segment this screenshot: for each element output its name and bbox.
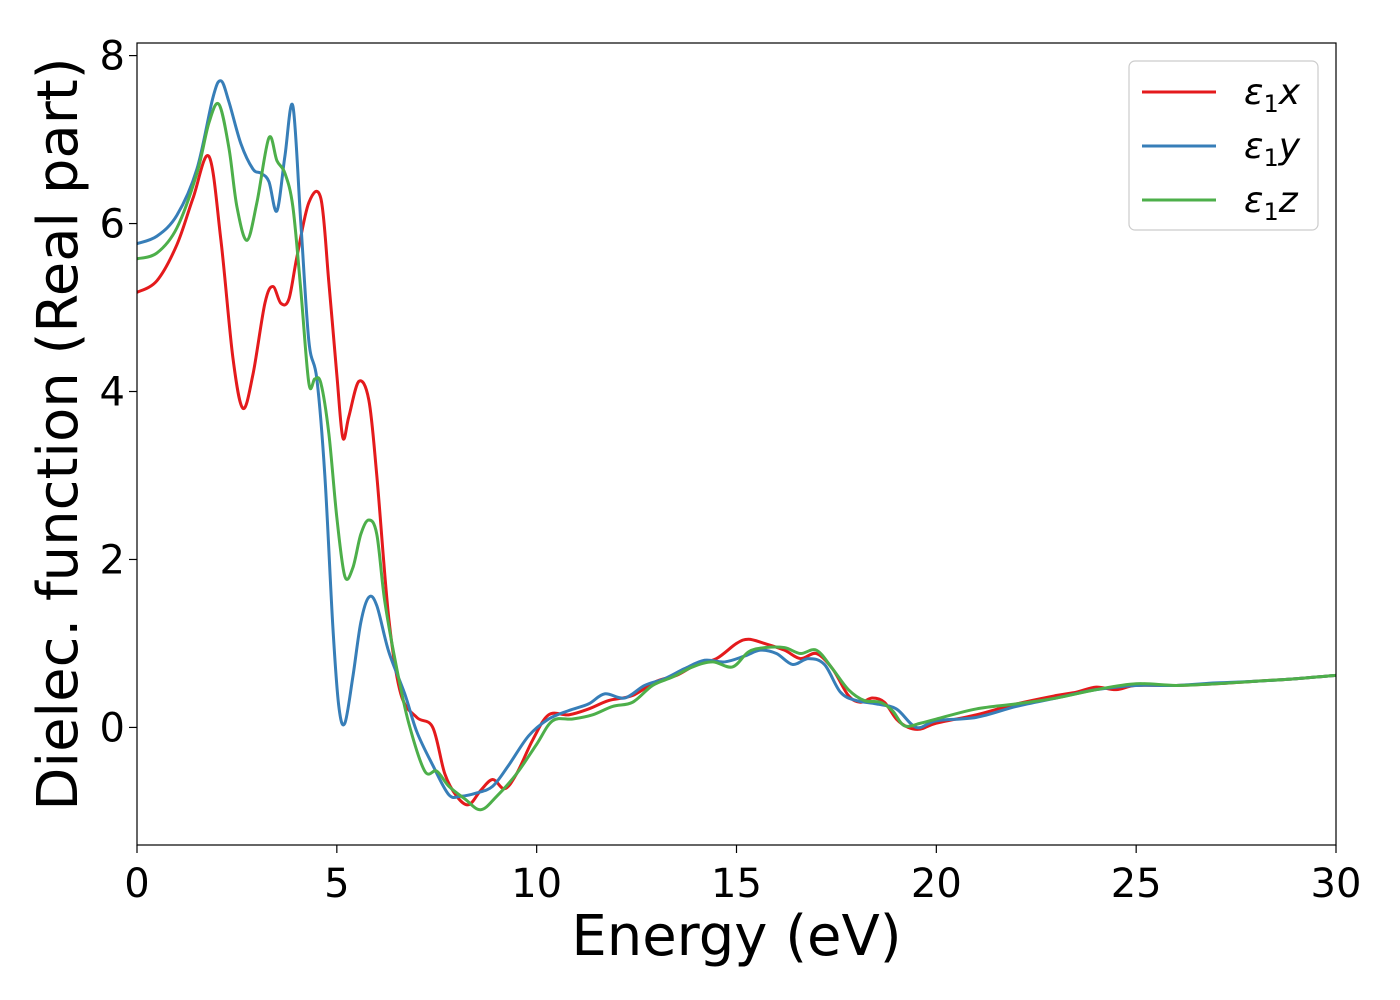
x-axis-title: Energy (eV) — [571, 904, 901, 969]
y-tick-label: 2 — [100, 537, 125, 583]
axes-layer: 0 5 10 15 20 25 30 0 2 4 6 8 — [100, 34, 1362, 907]
series-line-z — [137, 101, 1336, 812]
legend-label-x: ε1x — [1244, 72, 1301, 118]
x-tick-label: 20 — [911, 861, 962, 907]
legend: ε1x ε1y ε1z — [1128, 60, 1319, 231]
x-tick-label: 15 — [711, 861, 762, 907]
legend-frame — [1128, 60, 1319, 231]
y-tick-label: 6 — [100, 202, 125, 248]
x-tick-label: 0 — [124, 861, 149, 907]
x-tick-label: 30 — [1311, 861, 1362, 907]
series-layer — [137, 79, 1336, 812]
legend-label-y: ε1y — [1244, 126, 1301, 172]
y-axis-title: Dielec. function (Real part) — [26, 57, 91, 810]
x-tick-label: 5 — [324, 861, 349, 907]
x-tick-label: 25 — [1111, 861, 1162, 907]
y-tick-label: 0 — [100, 705, 125, 751]
series-line-x — [137, 154, 1336, 807]
y-tick-label: 8 — [100, 34, 125, 80]
legend-label-z: ε1z — [1244, 180, 1299, 226]
x-tick-label: 10 — [511, 861, 562, 907]
y-tick-label: 4 — [100, 370, 125, 416]
